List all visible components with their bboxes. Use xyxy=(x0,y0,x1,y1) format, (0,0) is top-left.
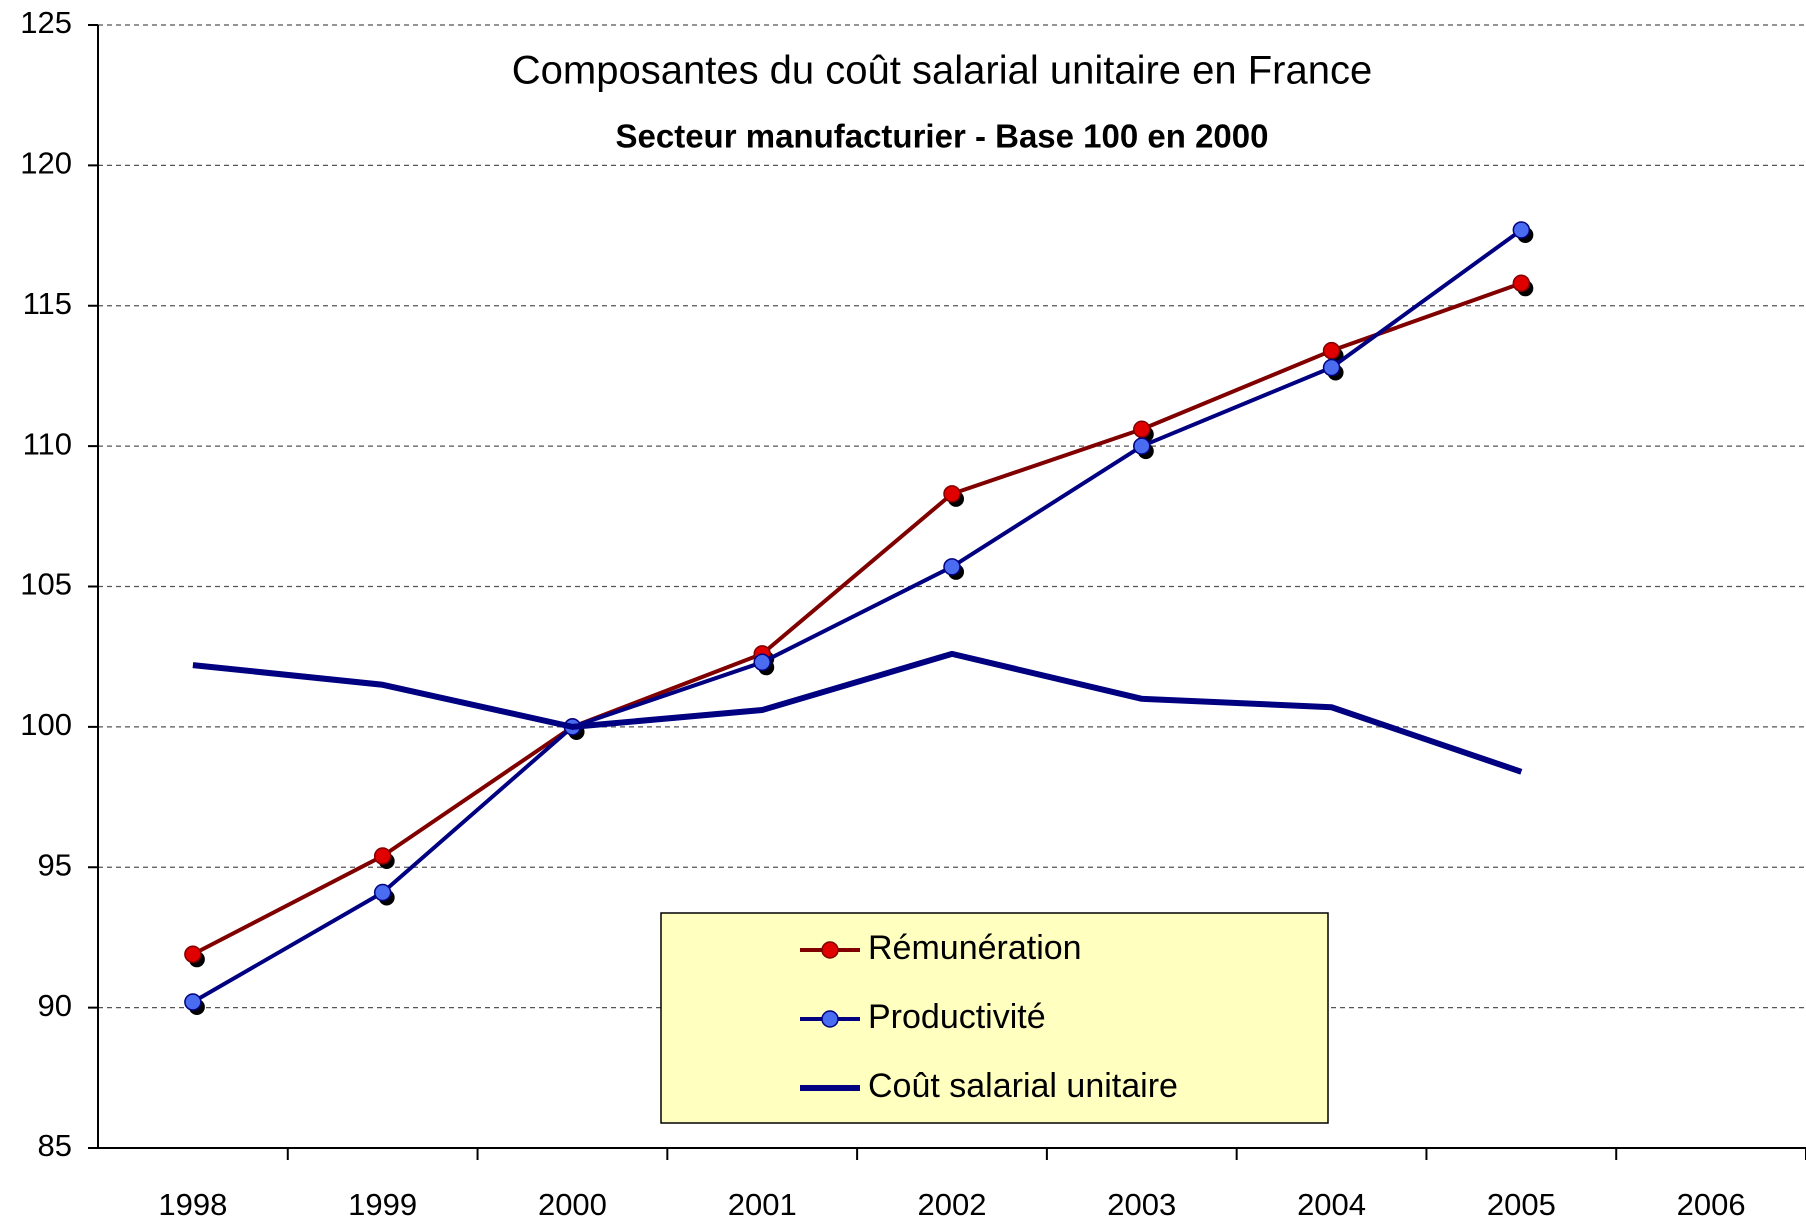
legend-label: Rémunération xyxy=(868,929,1082,967)
marker xyxy=(753,653,771,672)
marker xyxy=(1133,420,1151,439)
y-tick-label: 105 xyxy=(20,567,72,602)
series-line xyxy=(192,650,1523,775)
x-tick-label: 2001 xyxy=(728,1187,797,1222)
x-tick-label: 2004 xyxy=(1297,1187,1366,1222)
y-tick-label: 115 xyxy=(23,286,72,321)
y-tick-label: 120 xyxy=(20,146,72,181)
y-tick-label: 125 xyxy=(20,5,72,40)
legend-label: Coût salarial unitaire xyxy=(868,1067,1178,1105)
y-tick-label: 110 xyxy=(23,426,72,461)
y-tick-label: 85 xyxy=(38,1128,72,1163)
y-tick-label: 90 xyxy=(38,988,72,1023)
chart-title: Composantes du coût salarial unitaire en… xyxy=(512,49,1372,93)
marker xyxy=(943,558,961,576)
legend-label: Productivité xyxy=(868,998,1046,1036)
legend-marker xyxy=(821,941,839,959)
legend-marker xyxy=(821,1010,839,1028)
x-tick-label: 2002 xyxy=(918,1187,987,1222)
series-line xyxy=(191,281,1522,957)
x-tick-label: 1999 xyxy=(348,1187,417,1222)
marker xyxy=(1322,358,1341,377)
x-tick-label: 2000 xyxy=(538,1187,607,1222)
marker xyxy=(1322,341,1341,360)
y-tick-label: 100 xyxy=(20,707,72,742)
marker xyxy=(184,945,202,964)
legend-box xyxy=(660,912,1329,1124)
marker xyxy=(373,883,392,902)
x-tick-label: 2005 xyxy=(1487,1187,1556,1222)
x-tick-label: 2003 xyxy=(1107,1187,1176,1222)
marker xyxy=(1512,274,1531,293)
marker xyxy=(1133,437,1151,455)
series-line xyxy=(191,228,1523,1004)
chart-subtitle: Secteur manufacturier - Base 100 en 2000 xyxy=(616,118,1269,155)
marker xyxy=(373,847,392,865)
marker xyxy=(1512,221,1531,239)
x-tick-label: 2006 xyxy=(1677,1187,1746,1222)
x-tick-label: 1998 xyxy=(158,1187,227,1222)
marker xyxy=(184,993,202,1011)
marker xyxy=(943,485,961,503)
y-tick-label: 95 xyxy=(38,847,72,882)
